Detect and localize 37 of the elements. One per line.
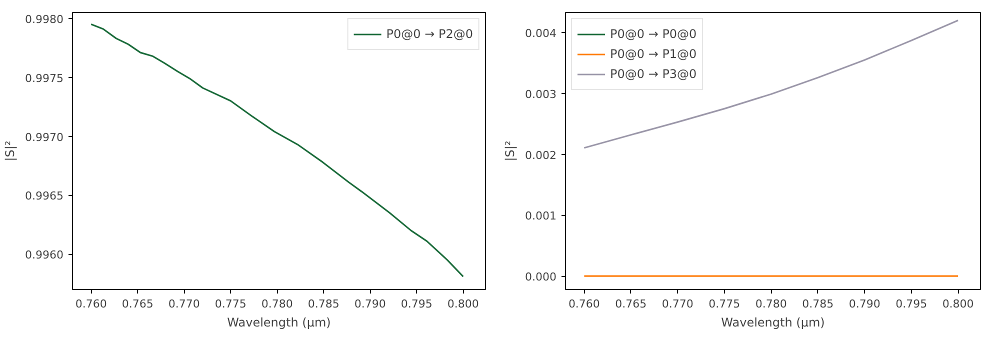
y-tick-label: 0.9970	[25, 130, 64, 144]
x-tick-label: 0.800	[447, 298, 479, 310]
x-tick-label: 0.790	[848, 298, 880, 310]
legend-label: P0@0 → P0@0	[610, 26, 697, 42]
legend-label: P0@0 → P2@0	[386, 26, 473, 42]
y-tick-label: 0.9960	[25, 248, 64, 262]
y-tick-label: 0.9965	[25, 190, 64, 203]
x-tick-label: 0.795	[400, 298, 432, 310]
x-tick-label: 0.800	[942, 298, 974, 310]
y-tick-label: 0.002	[525, 148, 557, 162]
x-axis-title: Wavelength (µm)	[721, 316, 825, 330]
x-tick-label: 0.770	[662, 298, 694, 310]
y-tick-label: 0.004	[525, 27, 557, 40]
x-tick-label: 0.780	[755, 298, 787, 310]
y-tick-label: 0.001	[525, 210, 557, 223]
x-tick-label: 0.785	[802, 298, 834, 310]
x-tick-label: 0.765	[615, 298, 647, 310]
y-tick-label: 0.003	[525, 88, 557, 101]
x-tick-label: 0.765	[122, 298, 154, 310]
x-tick-label: 0.760	[75, 298, 107, 310]
y-tick-label: 0.9975	[25, 72, 64, 85]
x-tick-label: 0.785	[308, 298, 340, 310]
y-tick-label: 0.9980	[25, 12, 64, 26]
x-tick-label: 0.790	[354, 298, 386, 310]
y-axis-title: |S|²	[503, 140, 518, 162]
x-tick-label: 0.775	[214, 298, 246, 310]
x-tick-label: 0.770	[168, 298, 200, 310]
legend-label: P0@0 → P3@0	[610, 66, 697, 82]
x-tick-label: 0.760	[568, 298, 600, 310]
x-tick-label: 0.780	[261, 298, 293, 310]
y-tick-label: 0.000	[525, 270, 557, 284]
x-axis-title: Wavelength (µm)	[227, 316, 331, 330]
x-tick-label: 0.795	[896, 298, 928, 310]
y-axis-title: |S|²	[3, 140, 18, 162]
legend-label: P0@0 → P1@0	[610, 46, 697, 62]
line-series	[583, 20, 959, 149]
x-tick-label: 0.775	[708, 298, 740, 310]
